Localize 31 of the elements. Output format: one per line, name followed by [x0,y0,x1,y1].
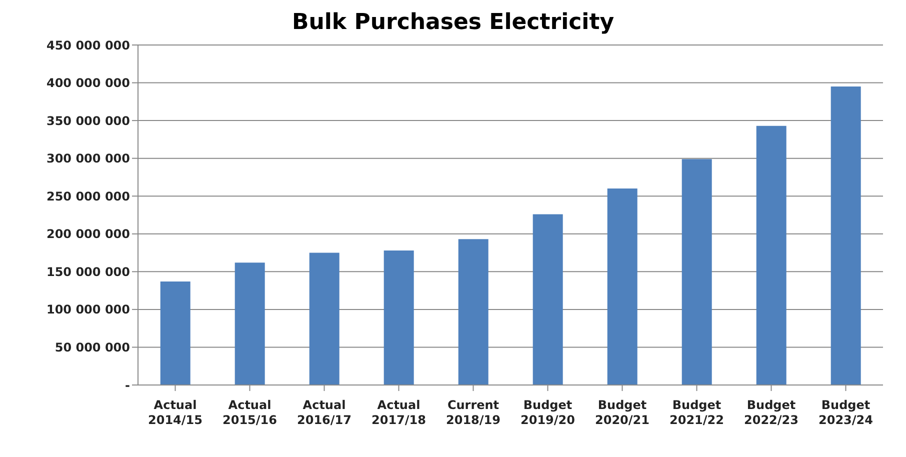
bar [309,252,340,385]
x-tick-label: Budget 2023/24 [818,398,873,427]
bar [607,188,638,385]
x-tick-label: Current 2018/19 [446,398,500,427]
y-tick-label: - [125,378,130,392]
x-tick-label: Budget 2022/23 [744,398,798,427]
y-tick-label: 400 000 000 [46,76,130,90]
y-tick-label: 250 000 000 [46,189,130,204]
y-tick-label: 350 000 000 [46,114,130,128]
y-tick-label: 300 000 000 [46,152,130,166]
y-tick-label: 100 000 000 [46,302,130,317]
bar [830,86,861,385]
x-tick-label: Budget 2021/22 [670,398,724,427]
chart-title: Bulk Purchases Electricity [290,10,616,35]
bar [234,262,265,385]
x-tick-label: Actual 2014/15 [148,398,202,427]
bar [682,159,712,385]
x-tick-label: Budget 2020/21 [595,398,650,427]
y-tick-label: 450 000 000 [46,38,130,52]
bar [458,239,488,385]
y-tick-label: 200 000 000 [46,227,130,242]
x-tick-label: Actual 2017/18 [372,398,426,427]
y-tick-label: 50 000 000 [54,340,130,354]
x-tick-label: Actual 2015/16 [222,398,277,427]
bar [756,126,786,385]
x-tick-label: Budget 2019/20 [520,398,575,427]
bar [160,281,190,385]
bar [384,250,414,385]
x-tick-label: Actual 2016/17 [297,398,352,427]
y-tick-label: 150 000 000 [46,264,130,279]
bar [532,214,563,385]
